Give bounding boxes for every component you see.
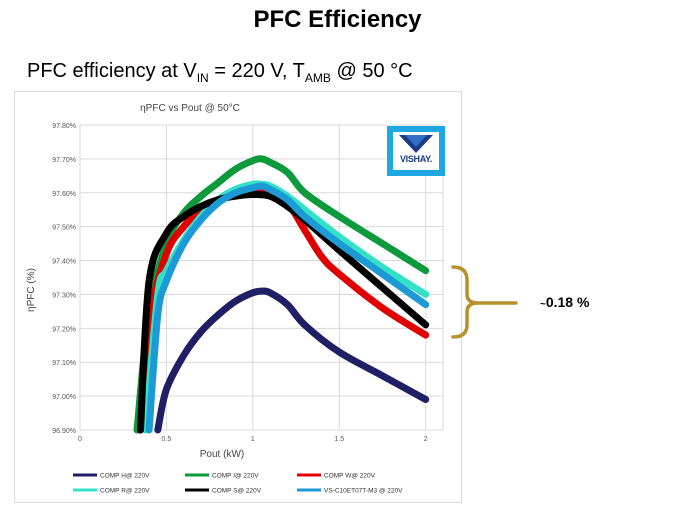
y-tick-label: 97.40% — [52, 259, 76, 266]
efficiency-difference-annotation: ~0.18 % — [540, 294, 589, 310]
series-layer — [133, 155, 430, 434]
chart-canvas: 96.90% 97.00% 97.10% 97.20% 97.30% 97.40% 97.5… — [26, 103, 444, 495]
legend-label: COMP H@ 220V — [100, 473, 150, 480]
subtitle-subscript-amb: AMB — [304, 71, 331, 85]
subtitle-subscript-in: IN — [196, 71, 209, 85]
annotation-value: 0.18 % — [545, 294, 590, 310]
y-axis-label: ηPFC (%) — [26, 268, 37, 312]
tick-layer: 96.90% 97.00% 97.10% 97.20% 97.30% 97.40% 97.5… — [52, 123, 428, 443]
chart-title: ηPFC vs Pout @ 50°C — [140, 103, 240, 114]
y-tick-label: 97.30% — [52, 292, 76, 299]
series-line-5 — [145, 182, 430, 434]
x-tick-label: 1.5 — [334, 436, 344, 443]
series-line-1 — [133, 155, 430, 434]
series-line-4 — [137, 190, 430, 434]
y-tick-label: 96.90% — [52, 428, 76, 435]
y-tick-label: 97.00% — [52, 394, 76, 401]
y-tick-label: 97.50% — [52, 225, 76, 232]
vishay-logo-icon — [399, 135, 433, 153]
chart-legend: COMP H@ 220V COMP I@ 220V COMP W@ 220V COMP… — [73, 473, 403, 495]
y-tick-label: 97.10% — [52, 360, 76, 367]
y-tick-label: 97.20% — [52, 326, 76, 333]
brace-bracket — [451, 265, 518, 339]
subtitle-part: @ 50 °C — [330, 60, 413, 82]
slide-subtitle: PFC efficiency at VIN = 220 V, TAMB @ 50… — [27, 60, 413, 85]
x-tick-label: 1 — [251, 436, 255, 443]
vishay-logo: VISHAY. — [387, 126, 445, 176]
subtitle-part: = 220 V, T — [208, 60, 305, 82]
legend-label: VS-C10ET07T-M3 @ 220V — [324, 488, 403, 495]
x-tick-label: 2 — [424, 436, 428, 443]
legend-label: COMP W@ 220V — [324, 473, 376, 480]
x-tick-label: 0 — [78, 436, 82, 443]
y-tick-label: 97.70% — [52, 157, 76, 164]
legend-label: COMP R@ 220V — [100, 488, 150, 495]
x-axis-label: Pout (kW) — [200, 449, 244, 460]
subtitle-part: PFC efficiency at V — [27, 60, 197, 82]
slide-title: PFC Efficiency — [253, 6, 422, 33]
legend-label: COMP I@ 220V — [212, 473, 259, 480]
y-tick-label: 97.60% — [52, 191, 76, 198]
legend-label: COMP S@ 220V — [212, 488, 262, 495]
brace-shape — [451, 265, 518, 339]
annotation-tilde: ~ — [540, 299, 546, 310]
x-tick-label: 0.5 — [162, 436, 172, 443]
logo-text: VISHAY. — [399, 154, 433, 164]
series-line-0 — [154, 287, 430, 434]
y-tick-label: 97.80% — [52, 123, 76, 130]
